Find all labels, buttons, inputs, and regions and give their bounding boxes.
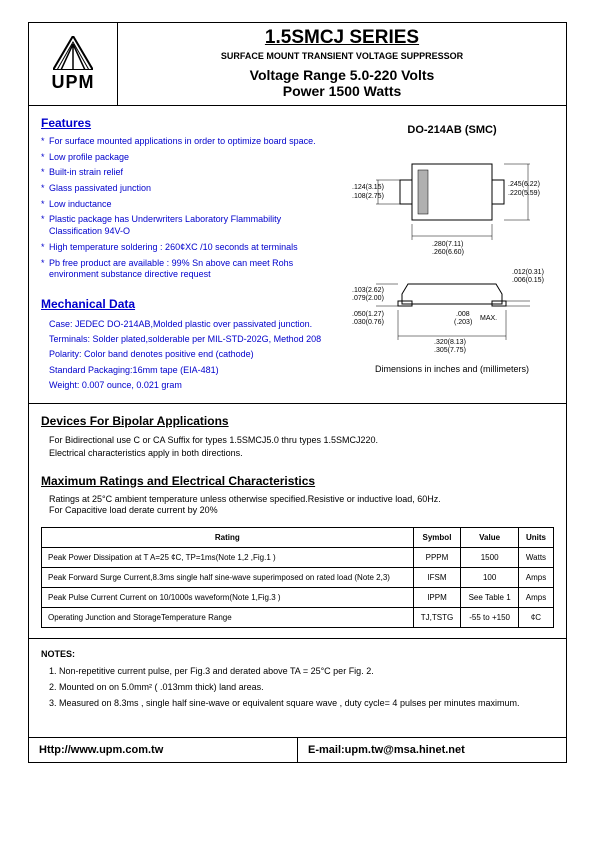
table-cell: Peak Power Dissipation at T A=25 ¢C, TP=… bbox=[42, 547, 414, 567]
footer-email: E-mail:upm.tw@msa.hinet.net bbox=[298, 738, 566, 762]
dim-g3: MAX. bbox=[480, 315, 497, 322]
maxratings-note: Ratings at 25°C ambient temperature unle… bbox=[41, 494, 554, 517]
notes-title: NOTES: bbox=[41, 649, 554, 659]
bipolar-text: For Bidirectional use C or CA Suffix for… bbox=[41, 434, 554, 459]
dim-d1: .012(0.31) bbox=[512, 269, 544, 276]
table-cell: See Table 1 bbox=[461, 587, 519, 607]
package-title: DO-214AB (SMC) bbox=[352, 124, 552, 136]
table-cell: IPPM bbox=[413, 587, 461, 607]
feature-item: Low profile package bbox=[41, 152, 326, 164]
dim-a1: .124(3.15) bbox=[352, 184, 384, 191]
notes-list: 1. Non-repetitive current pulse, per Fig… bbox=[41, 663, 554, 712]
title-voltage: Voltage Range 5.0-220 Volts bbox=[124, 67, 560, 83]
feature-item: Low inductance bbox=[41, 199, 326, 211]
ratings-col: Value bbox=[461, 527, 519, 547]
table-cell: Peak Forward Surge Current,8.3ms single … bbox=[42, 567, 414, 587]
mechanical-item: Weight: 0.007 ounce, 0.021 gram bbox=[49, 378, 554, 393]
table-cell: Amps bbox=[518, 567, 553, 587]
note-item: 1. Non-repetitive current pulse, per Fig… bbox=[49, 663, 554, 679]
table-cell: Amps bbox=[518, 587, 553, 607]
dim-e2: .079(2.00) bbox=[352, 295, 384, 302]
package-drawing: .124(3.15) .108(2.75) .245(6.22) .220(5.… bbox=[352, 144, 552, 354]
dim-b1: .245(6.22) bbox=[508, 181, 540, 188]
note-item: 3. Measured on 8.3ms , single half sine-… bbox=[49, 695, 554, 711]
feature-item: For surface mounted applications in orde… bbox=[41, 136, 326, 148]
maxratings-title: Maximum Ratings and Electrical Character… bbox=[41, 474, 554, 488]
dim-h1: .320(8.13) bbox=[434, 339, 466, 346]
table-cell: Watts bbox=[518, 547, 553, 567]
dim-e1: .103(2.62) bbox=[352, 287, 384, 294]
feature-item: Built-in strain relief bbox=[41, 167, 326, 179]
logo-triangle-icon bbox=[53, 36, 93, 70]
title-cell: 1.5SMCJ SERIES SURFACE MOUNT TRANSIENT V… bbox=[118, 23, 566, 105]
package-footnote: Dimensions in inches and (millimeters) bbox=[352, 364, 552, 374]
ratings-table: RatingSymbolValueUnits Peak Power Dissip… bbox=[41, 527, 554, 628]
table-row: Peak Power Dissipation at T A=25 ¢C, TP=… bbox=[42, 547, 554, 567]
feature-item: High temperature soldering : 260¢XC /10 … bbox=[41, 242, 326, 254]
ratings-col: Symbol bbox=[413, 527, 461, 547]
logo-text: UPM bbox=[52, 72, 95, 93]
ratings-section: Devices For Bipolar Applications For Bid… bbox=[29, 404, 566, 639]
table-row: Operating Junction and StorageTemperatur… bbox=[42, 607, 554, 627]
dim-h2: .305(7.75) bbox=[434, 347, 466, 354]
table-cell: Operating Junction and StorageTemperatur… bbox=[42, 607, 414, 627]
table-row: Peak Forward Surge Current,8.3ms single … bbox=[42, 567, 554, 587]
ratings-col: Rating bbox=[42, 527, 414, 547]
features-section: Features For surface mounted application… bbox=[29, 106, 566, 404]
table-cell: -55 to +150 bbox=[461, 607, 519, 627]
maxnote1: Ratings at 25°C ambient temperature unle… bbox=[49, 494, 441, 504]
note-item: 2. Mounted on on 5.0mm² ( .013mm thick) … bbox=[49, 679, 554, 695]
notes-section: NOTES: 1. Non-repetitive current pulse, … bbox=[29, 639, 566, 738]
table-cell: IFSM bbox=[413, 567, 461, 587]
table-cell: PPPM bbox=[413, 547, 461, 567]
dim-g1: .008 bbox=[456, 311, 470, 318]
table-row: Peak Pulse Current Current on 10/1000s w… bbox=[42, 587, 554, 607]
title-main: 1.5SMCJ SERIES bbox=[124, 27, 560, 49]
feature-item: Plastic package has Underwriters Laborat… bbox=[41, 214, 326, 237]
dim-b2: .220(5.59) bbox=[508, 190, 540, 197]
table-cell: ¢C bbox=[518, 607, 553, 627]
footer-row: Http://www.upm.com.tw E-mail:upm.tw@msa.… bbox=[29, 737, 566, 762]
maxnote2: For Capacitive load derate current by 20… bbox=[49, 505, 218, 515]
package-box: DO-214AB (SMC) .124(3.15) .108(2.75) bbox=[352, 124, 552, 374]
dim-f2: .030(0.76) bbox=[352, 319, 384, 326]
table-cell: Peak Pulse Current Current on 10/1000s w… bbox=[42, 587, 414, 607]
dim-d2: .006(0.15) bbox=[512, 277, 544, 284]
dim-f1: .050(1.27) bbox=[352, 311, 384, 318]
ratings-col: Units bbox=[518, 527, 553, 547]
bipolar-title: Devices For Bipolar Applications bbox=[41, 414, 554, 428]
table-cell: 100 bbox=[461, 567, 519, 587]
table-cell: TJ,TSTG bbox=[413, 607, 461, 627]
bipolar-line1: For Bidirectional use C or CA Suffix for… bbox=[49, 435, 378, 445]
dim-a2: .108(2.75) bbox=[352, 193, 384, 200]
feature-item: Pb free product are available : 99% Sn a… bbox=[41, 258, 326, 281]
footer-url: Http://www.upm.com.tw bbox=[29, 738, 298, 762]
table-cell: 1500 bbox=[461, 547, 519, 567]
bipolar-line2: Electrical characteristics apply in both… bbox=[49, 448, 243, 458]
features-list: For surface mounted applications in orde… bbox=[41, 136, 326, 281]
dim-c2: .260(6.60) bbox=[432, 249, 464, 256]
dim-c1: .280(7.11) bbox=[432, 241, 463, 248]
feature-item: Glass passivated junction bbox=[41, 183, 326, 195]
title-power: Power 1500 Watts bbox=[124, 83, 560, 99]
dim-g2: (.203) bbox=[454, 319, 472, 326]
header-row: UPM 1.5SMCJ SERIES SURFACE MOUNT TRANSIE… bbox=[29, 23, 566, 106]
title-subtitle: SURFACE MOUNT TRANSIENT VOLTAGE SUPPRESS… bbox=[124, 51, 560, 61]
logo-cell: UPM bbox=[29, 23, 118, 105]
